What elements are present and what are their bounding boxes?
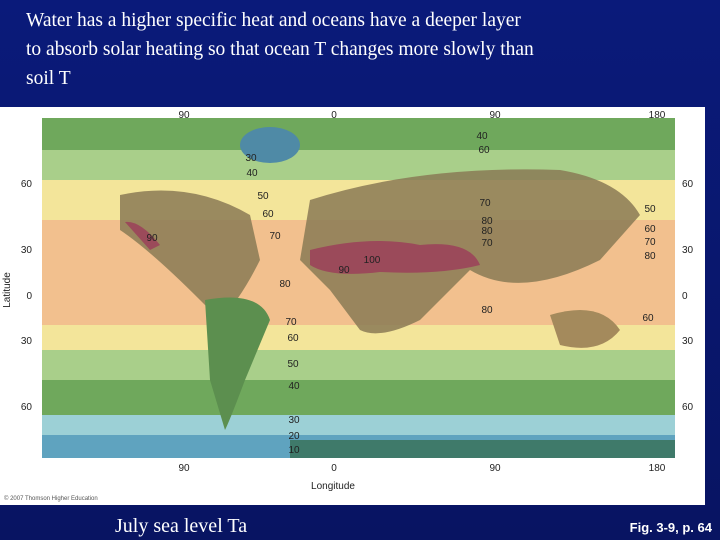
top-tick-label: 0 xyxy=(331,110,337,121)
land xyxy=(120,190,260,320)
isotherm-label: 70 xyxy=(481,238,493,249)
isotherm-label: 80 xyxy=(644,251,656,262)
isotherm-label: 60 xyxy=(644,224,656,235)
right-tick-label: 30 xyxy=(682,336,694,347)
right-tick-label: 30 xyxy=(682,245,694,256)
land xyxy=(550,310,620,348)
isotherm-label: 40 xyxy=(246,168,258,179)
left-tick-label: 30 xyxy=(21,336,33,347)
isotherm-label: 90 xyxy=(338,265,350,276)
right-tick-label: 0 xyxy=(682,291,688,302)
isotherm-label: 70 xyxy=(269,231,281,242)
hot-region xyxy=(310,241,480,274)
isotherm-label: 10 xyxy=(288,445,300,456)
isotherm-label: 30 xyxy=(288,415,300,426)
land xyxy=(205,297,270,430)
isotherm-label: 70 xyxy=(644,237,656,248)
title-line: Water has a higher specific heat and oce… xyxy=(26,10,521,31)
left-tick-label: 60 xyxy=(21,179,33,190)
right-tick-label: 60 xyxy=(682,402,694,413)
title-line: to absorb solar heating so that ocean T … xyxy=(26,39,534,60)
isotherm-label: 80 xyxy=(481,305,493,316)
band xyxy=(42,380,675,415)
title-line: soil T xyxy=(26,68,71,89)
isotherm-label: 30 xyxy=(245,153,257,164)
top-tick-label: 90 xyxy=(178,110,190,121)
isotherm-label: 50 xyxy=(287,359,299,370)
bottom-tick-label: 90 xyxy=(489,463,501,474)
left-tick-label: 30 xyxy=(21,245,33,256)
top-tick-label: 90 xyxy=(489,110,501,121)
map xyxy=(42,118,675,458)
isotherm-label: 20 xyxy=(288,431,300,442)
figure-ref: Fig. 3-9, p. 64 xyxy=(630,520,713,535)
bottom-tick-label: 180 xyxy=(649,463,666,474)
x-axis-label: Longitude xyxy=(311,481,355,492)
isotherm-label: 90 xyxy=(146,233,158,244)
top-tick-label: 180 xyxy=(649,110,666,121)
left-tick-label: 0 xyxy=(26,291,32,302)
band xyxy=(42,350,675,380)
isotherm-label: 70 xyxy=(285,317,297,328)
isotherm-label: 80 xyxy=(279,279,291,290)
land xyxy=(300,169,640,334)
isotherm-label: 60 xyxy=(642,313,654,324)
copyright: © 2007 Thomson Higher Education xyxy=(4,495,98,502)
greenland xyxy=(240,127,300,163)
isotherm-label: 50 xyxy=(644,204,656,215)
isotherm-label: 60 xyxy=(262,209,274,220)
bottom-tick-label: 0 xyxy=(331,463,337,474)
isotherm-label: 100 xyxy=(364,255,381,266)
right-tick-label: 60 xyxy=(682,179,694,190)
bottom-tick-label: 90 xyxy=(178,463,190,474)
isotherm-label: 50 xyxy=(257,191,269,202)
isotherm-label: 60 xyxy=(287,333,299,344)
isotherm-label: 80 xyxy=(481,216,493,227)
isotherm-label: 60 xyxy=(478,145,490,156)
isotherm-label: 80 xyxy=(481,226,493,237)
antarctica xyxy=(290,440,675,458)
left-tick-label: 60 xyxy=(21,402,33,413)
hot-region xyxy=(125,221,160,250)
isotherm-label: 40 xyxy=(476,131,488,142)
y-axis-label: Latitude xyxy=(2,272,13,308)
band xyxy=(42,415,675,435)
caption: July sea level Ta xyxy=(115,515,247,537)
isotherm-label: 40 xyxy=(288,381,300,392)
isotherm-label: 70 xyxy=(479,198,491,209)
